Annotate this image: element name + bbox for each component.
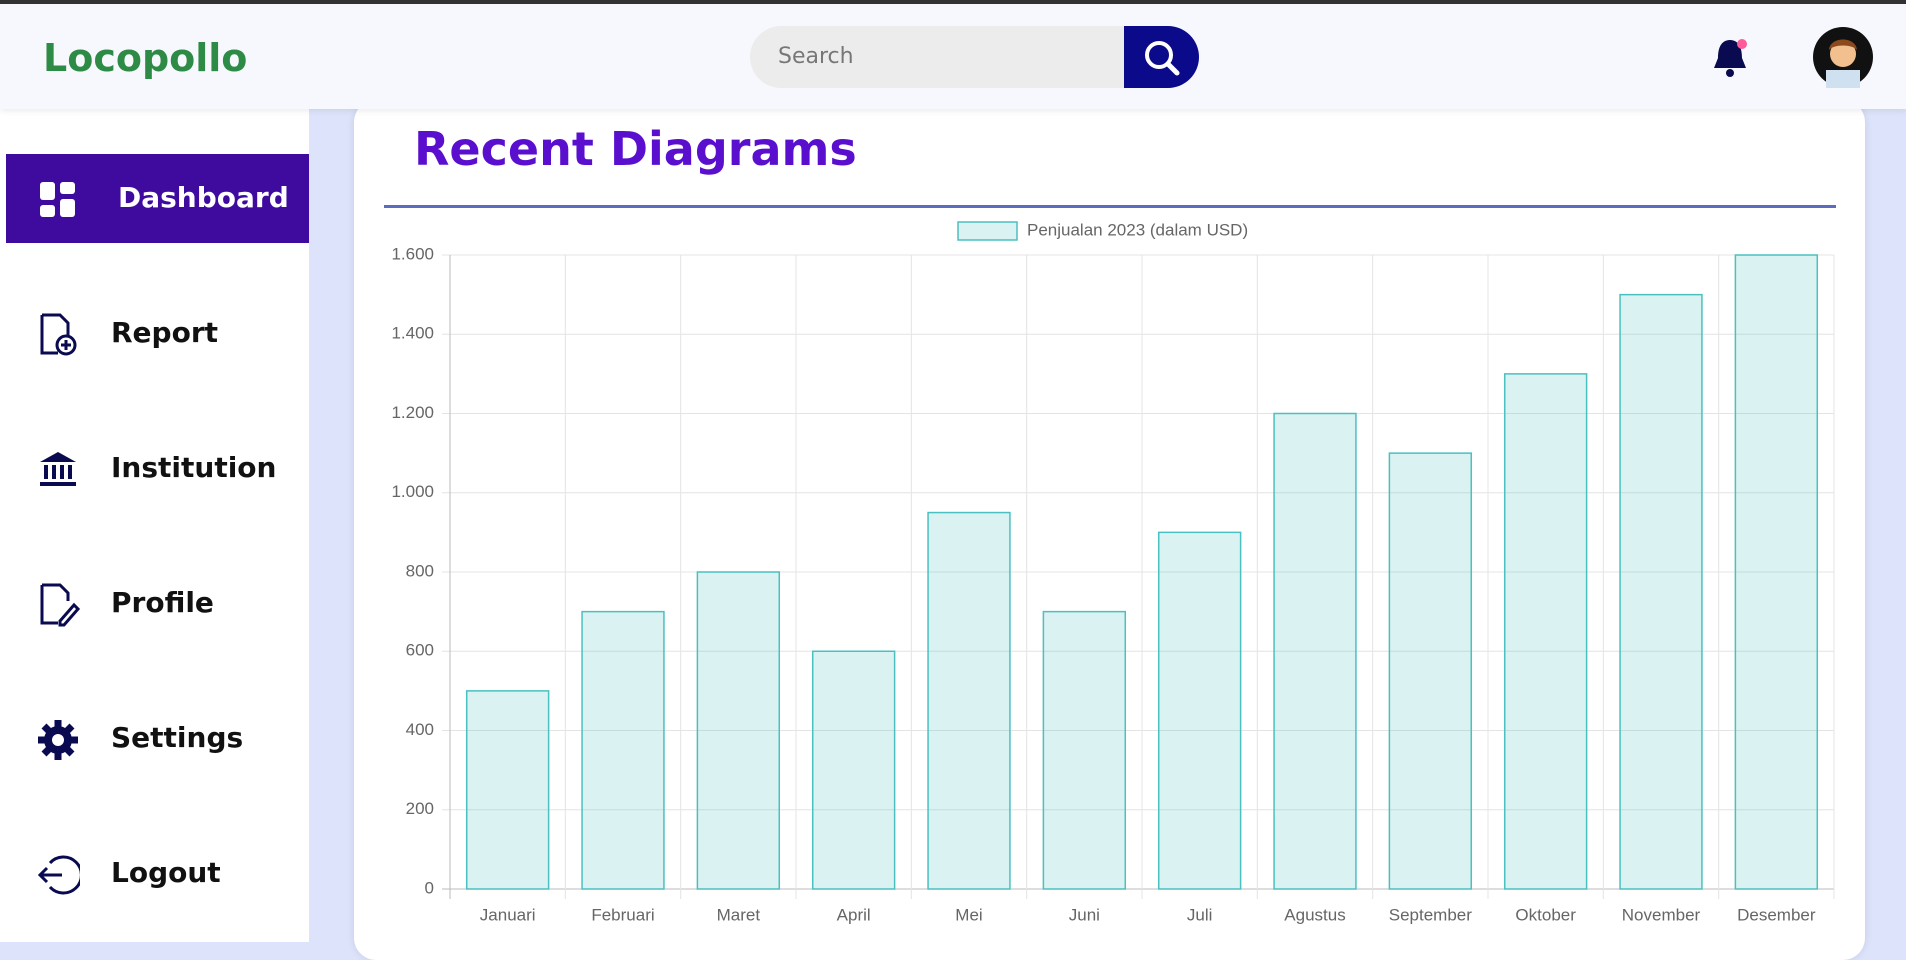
search-box[interactable]: Search	[750, 26, 1124, 88]
bar	[1388, 452, 1473, 890]
bar	[1734, 254, 1819, 890]
bar	[811, 650, 896, 890]
menu-item[interactable]: Institution	[6, 424, 309, 513]
x-tick-label: Agustus	[1284, 905, 1345, 924]
menu-item[interactable]: Logout	[6, 829, 309, 918]
menu-label: Profile	[111, 586, 214, 619]
menu-label: Settings	[111, 721, 244, 754]
menu-label: Logout	[111, 856, 221, 889]
avatar[interactable]	[1812, 26, 1874, 88]
menu-item[interactable]: Profile	[6, 559, 309, 648]
y-tick-label: 1.600	[391, 244, 434, 263]
chart-card: Recent Diagrams	[354, 100, 1865, 960]
search-icon	[1145, 41, 1180, 76]
x-tick-label: November	[1622, 905, 1701, 924]
sidebar: Dashboard Report Institution Profile Set…	[0, 109, 309, 942]
bar	[1273, 412, 1357, 890]
bar	[465, 690, 550, 890]
bar	[1503, 373, 1588, 890]
y-tick-label: 200	[406, 799, 434, 818]
legend-swatch	[957, 221, 1018, 241]
top-border	[0, 0, 1906, 4]
x-tick-label: Februari	[591, 905, 654, 924]
x-tick-label: Juli	[1187, 905, 1213, 924]
y-tick-label: 400	[406, 720, 434, 739]
y-tick-label: 1.000	[391, 482, 434, 501]
y-tick-label: 600	[406, 641, 434, 660]
title-rule	[384, 205, 1836, 208]
menu-item[interactable]: Report	[6, 289, 309, 378]
x-tick-label: Desember	[1737, 905, 1816, 924]
x-tick-label: September	[1389, 905, 1472, 924]
menu-item[interactable]: Settings	[6, 694, 309, 783]
menu-icon	[40, 452, 76, 486]
menu-label: Report	[111, 316, 219, 349]
menu-item[interactable]: Dashboard	[6, 154, 309, 243]
menu-icon	[38, 720, 78, 760]
x-tick-label: Maret	[717, 905, 761, 924]
y-tick-label: 0	[425, 878, 434, 897]
bar	[696, 571, 781, 890]
search-button[interactable]	[1124, 26, 1199, 88]
card-title: Recent Diagrams	[414, 122, 857, 176]
menu-icon	[37, 855, 80, 895]
bar	[1042, 610, 1127, 890]
menu-label: Institution	[111, 451, 277, 484]
y-tick-label: 1.400	[391, 324, 434, 343]
top-bar: Locopollo Search	[0, 4, 1906, 109]
x-tick-label: Januari	[480, 905, 536, 924]
x-tick-label: April	[837, 905, 871, 924]
bell-icon[interactable]	[1710, 36, 1750, 80]
y-tick-label: 800	[406, 561, 434, 580]
menu-icon	[40, 313, 77, 356]
bar	[1619, 293, 1703, 890]
x-tick-label: Juni	[1069, 905, 1100, 924]
menu-label: Dashboard	[118, 181, 289, 214]
search-placeholder: Search	[778, 44, 854, 69]
bar	[1157, 531, 1242, 890]
legend-label: Penjualan 2023 (dalam USD)	[1027, 220, 1248, 239]
bar	[927, 511, 1011, 890]
bar	[581, 610, 665, 890]
x-tick-label: Mei	[955, 905, 982, 924]
logo[interactable]: Locopollo	[43, 36, 248, 80]
x-tick-label: Oktober	[1515, 905, 1576, 924]
menu-icon	[40, 182, 75, 217]
menu-icon	[40, 583, 80, 627]
y-tick-label: 1.200	[391, 403, 434, 422]
